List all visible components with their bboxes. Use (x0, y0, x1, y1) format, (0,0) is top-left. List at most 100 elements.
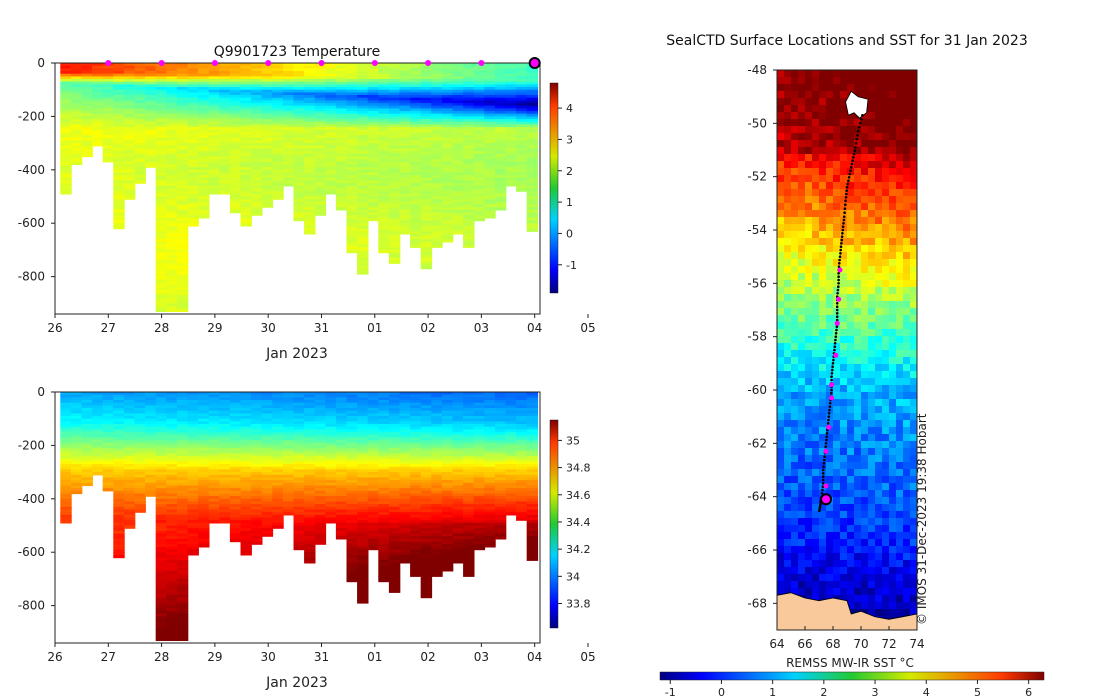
profile-cell (240, 84, 252, 88)
profile-cell (123, 172, 136, 176)
profile-cell (272, 517, 284, 521)
profile-cell (155, 434, 168, 438)
profile-cell (229, 472, 242, 476)
profile-cell (155, 71, 168, 75)
profile-cell (325, 92, 337, 96)
profile-cell (251, 522, 263, 527)
profile-cell (134, 135, 146, 139)
profile-cell (441, 528, 454, 532)
profile-cell (155, 594, 168, 599)
profile-cell (367, 196, 380, 200)
profile-cell (463, 424, 475, 428)
profile-cell (325, 421, 337, 425)
profile-cell (240, 199, 252, 203)
profile-cell (357, 472, 369, 476)
profile-cell (187, 204, 199, 208)
profile-cell (187, 533, 199, 537)
profile-cell (420, 429, 433, 433)
profile-cell (357, 236, 369, 240)
profile-cell (123, 392, 136, 396)
profile-cell (526, 153, 539, 158)
profile-cell (357, 498, 369, 503)
profile-cell (357, 100, 369, 104)
profile-cell (314, 520, 327, 524)
profile-cell (219, 434, 231, 438)
profile-cell (357, 161, 369, 166)
profile-cell (410, 95, 422, 99)
profile-cell (378, 520, 390, 524)
profile-cell (346, 472, 358, 476)
profile-cell (134, 175, 146, 179)
profile-cell (198, 116, 210, 120)
profile-cell (410, 87, 422, 91)
profile-cell (251, 506, 263, 511)
profile-cell (92, 119, 104, 123)
profile-cell (346, 108, 358, 112)
profile-cell (335, 498, 348, 503)
profile-cell (272, 76, 284, 80)
profile-cell (335, 201, 348, 206)
profile-cell (208, 159, 221, 163)
profile-cell (325, 121, 337, 125)
profile-cell (272, 185, 284, 190)
profile-cell (272, 191, 284, 195)
profile-cell (240, 209, 252, 214)
x-tick-label: 28 (154, 321, 169, 335)
profile-cell (219, 119, 231, 123)
profile-cell (452, 424, 464, 428)
profile-cell (240, 153, 252, 158)
profile-cell (410, 159, 422, 163)
profile-cell (526, 145, 539, 150)
profile-cell (81, 400, 93, 404)
profile-cell (198, 105, 210, 109)
profile-cell (431, 538, 443, 543)
profile-cell (304, 201, 316, 206)
profile-cell (410, 177, 422, 182)
profile-cell (113, 111, 125, 115)
profile-cell (123, 480, 136, 484)
profile-cell (388, 416, 401, 420)
profile-cell (219, 392, 231, 396)
profile-cell (346, 421, 358, 425)
profile-cell (399, 177, 411, 182)
profile-cell (484, 188, 496, 192)
profile-cell (102, 84, 115, 88)
profile-cell (484, 105, 496, 109)
profile-cell (388, 175, 401, 179)
profile-cell (219, 167, 231, 171)
profile-cell (431, 135, 443, 139)
profile-cell (431, 472, 443, 476)
profile-cell (431, 400, 443, 404)
profile-cell (176, 148, 189, 152)
profile-cell (452, 394, 464, 398)
profile-cell (70, 81, 83, 85)
profile-cell (346, 576, 358, 580)
profile-cell (102, 79, 115, 83)
profile-cell (240, 466, 252, 471)
profile-cell (463, 239, 475, 243)
profile-cell (325, 76, 337, 80)
profile-cell (282, 448, 295, 452)
profile-cell (251, 461, 263, 465)
profile-cell (176, 448, 189, 452)
profile-cell (166, 589, 178, 593)
profile-cell (219, 418, 231, 422)
profile-cell (208, 458, 221, 463)
profile-cell (526, 140, 539, 144)
profile-cell (229, 156, 242, 160)
profile-cell (293, 544, 305, 548)
profile-cell (378, 81, 390, 85)
profile-cell (494, 95, 507, 99)
profile-cell (473, 135, 486, 139)
profile-cell (399, 461, 411, 465)
profile-cell (155, 509, 168, 513)
profile-cell (367, 172, 380, 176)
profile-cell (314, 453, 327, 457)
profile-cell (293, 156, 305, 160)
profile-cell (60, 105, 72, 109)
profile-cell (431, 464, 443, 468)
profile-cell (452, 509, 464, 513)
profile-cell (198, 520, 210, 524)
profile-cell (145, 402, 157, 406)
profile-cell (367, 416, 380, 420)
